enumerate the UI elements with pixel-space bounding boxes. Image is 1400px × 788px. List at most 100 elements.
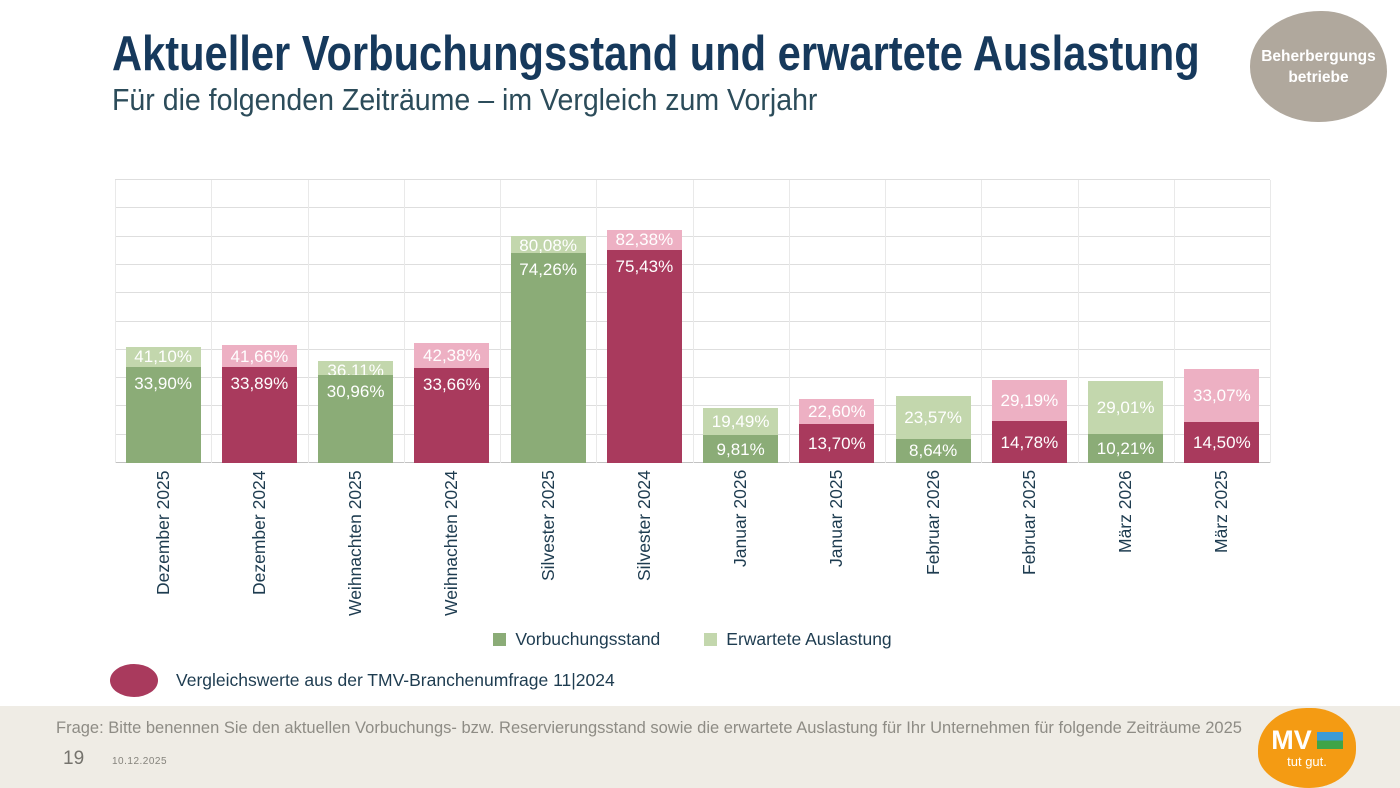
x-axis-label-weihnachten-2025: Weihnachten 2025 (345, 470, 366, 616)
comparison-note: Vergleichswerte aus der TMV-Branchenumfr… (110, 664, 615, 697)
page-title: Aktueller Vorbuchungsstand und erwartete… (112, 26, 1392, 82)
expected-value-label: 36,11% (327, 360, 384, 380)
x-slot-silvester-2025: Silvester 2025 (500, 470, 596, 620)
expected-value-label: 29,01% (1096, 398, 1155, 417)
booking-value-label: 10,21% (1096, 439, 1155, 459)
booking-value-label: 9,81% (716, 439, 765, 459)
booking-value-label: 14,78% (1000, 432, 1059, 452)
x-axis-label-januar-2025: Januar 2025 (826, 470, 847, 568)
vertical-gridline (788, 180, 790, 463)
vertical-gridline (1077, 180, 1079, 463)
x-axis-label-marz-2025: März 2025 (1211, 470, 1232, 553)
expected-value-label: 33,07% (1193, 386, 1251, 406)
mv-logo-row: MV (1271, 725, 1343, 755)
x-axis-labels: Dezember 2025 Dezember 2024 Weihnachten 20… (115, 470, 1270, 620)
gridline-100-percent (115, 179, 1270, 180)
legend-label-erwartete-auslastung: Erwartete Auslastung (726, 629, 892, 649)
expected-value-label: 41,10% (134, 347, 192, 367)
footer-question: Frage: Bitte benennen Sie den aktuellen … (56, 719, 1242, 737)
vertical-gridline (500, 180, 501, 463)
bar-group-silvester-2025: 80,08% 74,26% (510, 236, 586, 463)
x-axis-label-dezember-2024: Dezember 2024 (248, 470, 269, 595)
booking-value-label: 14,50% (1193, 432, 1251, 452)
bar-group-marz-2025: 33,07% 14,50% (1184, 369, 1260, 463)
booking-segment: 74,26% (510, 252, 586, 463)
booking-segment: 13,70% (799, 424, 875, 463)
x-slot-marz-2026: März 2026 (1078, 470, 1174, 620)
x-axis-label-silvester-2025: Silvester 2025 (537, 470, 558, 581)
footer: Frage: Bitte benennen Sie den aktuellen … (0, 706, 1400, 788)
bar-group-dezember-2024: 41,66% 33,89% (221, 345, 297, 463)
expected-value-label: 80,08% (519, 236, 577, 256)
legend-swatch-erwartete-auslastung (704, 633, 718, 646)
legend-item-erwartete-auslastung: Erwartete Auslastung (704, 629, 892, 650)
booking-value-label: 74,26% (519, 259, 577, 279)
booking-segment: 9,81% (703, 435, 779, 463)
x-slot-januar-2025: Januar 2025 (789, 470, 885, 620)
booking-segment: 14,50% (1184, 421, 1260, 463)
bar-group-weihnachten-2024: 42,38% 33,66% (414, 343, 490, 463)
vertical-gridline (211, 180, 213, 463)
x-slot-silvester-2024: Silvester 2024 (596, 470, 692, 620)
mv-logo: MV tut gut. (1258, 708, 1356, 788)
expected-value-label: 42,38% (423, 345, 481, 365)
bar-group-januar-2025: 22,60% 13,70% (799, 399, 875, 463)
legend-label-vorbuchungsstand: Vorbuchungsstand (515, 629, 661, 649)
vertical-gridline (115, 180, 116, 463)
x-axis-label-marz-2026: März 2026 (1115, 470, 1136, 553)
bar-group-februar-2025: 29,19% 14,78% (991, 380, 1067, 463)
bar-group-marz-2026: 29,01% 10,21% (1088, 380, 1164, 463)
x-axis-label-dezember-2025: Dezember 2025 (152, 470, 173, 595)
x-slot-dezember-2024: Dezember 2024 (211, 470, 307, 620)
page-subtitle: Für die folgenden Zeiträume – im Verglei… (112, 82, 879, 118)
x-slot-februar-2026: Februar 2026 (885, 470, 981, 620)
chart-legend: Vorbuchungsstand Erwartete Auslastung (115, 629, 1270, 650)
booking-segment: 8,64% (895, 438, 971, 463)
legend-swatch-vorbuchungsstand (493, 633, 507, 646)
vertical-gridline (885, 180, 886, 463)
footer-date: 10.12.2025 (112, 756, 168, 767)
bar-group-weihnachten-2025: 36,11% 30,96% (318, 360, 394, 463)
booking-segment: 33,89% (221, 367, 297, 463)
x-slot-weihnachten-2024: Weihnachten 2024 (404, 470, 500, 620)
booking-value-label: 33,89% (230, 374, 289, 394)
x-slot-dezember-2025: Dezember 2025 (115, 470, 211, 620)
booking-value-label: 33,66% (423, 374, 481, 394)
x-axis-label-silvester-2024: Silvester 2024 (633, 470, 654, 581)
legend-item-vorbuchungsstand: Vorbuchungsstand (493, 629, 660, 650)
bar-group-januar-2026: 19,49% 9,81% (703, 407, 779, 463)
plot-area: 41,10% 33,90% 41,66% 33,89% 36,11% 30,96% 42,3… (115, 179, 1271, 463)
vertical-gridline (596, 180, 598, 463)
x-axis-label-januar-2026: Januar 2026 (730, 470, 751, 568)
x-slot-marz-2025: März 2025 (1174, 470, 1270, 620)
bar-group-dezember-2025: 41,10% 33,90% (125, 346, 201, 463)
expected-value-label: 19,49% (711, 412, 770, 432)
vertical-gridline (692, 180, 694, 463)
bar-group-februar-2026: 23,57% 8,64% (895, 396, 971, 463)
booking-value-label: 13,70% (808, 434, 866, 454)
booking-value-label: 75,43% (615, 256, 674, 276)
vertical-gridline (1173, 180, 1175, 463)
expected-value-label: 22,60% (808, 402, 866, 422)
x-slot-weihnachten-2025: Weihnachten 2025 (308, 470, 404, 620)
x-slot-januar-2026: Januar 2026 (693, 470, 789, 620)
bar-group-silvester-2024: 82,38% 75,43% (606, 229, 682, 463)
audience-badge: Beherbergungs betriebe (1250, 11, 1387, 122)
mv-logo-text: MV (1271, 725, 1312, 755)
page-title-text: Aktueller Vorbuchungsstand und erwartete… (112, 27, 1200, 81)
badge-line2: betriebe (1288, 68, 1349, 86)
comparison-marker-ellipse-icon (110, 664, 158, 697)
booking-segment: 14,78% (991, 421, 1067, 463)
page-number: 19 (63, 748, 85, 769)
badge-line1: Beherbergungs (1261, 47, 1376, 65)
x-slot-februar-2025: Februar 2025 (981, 470, 1077, 620)
x-axis-label-weihnachten-2024: Weihnachten 2024 (441, 470, 462, 616)
booking-segment: 10,21% (1088, 434, 1164, 463)
booking-segment: 33,66% (414, 367, 490, 463)
mv-flag-icon (1316, 731, 1343, 749)
booking-value-label: 33,90% (134, 374, 192, 394)
booking-value-label: 8,64% (909, 441, 958, 461)
vertical-gridline (403, 180, 405, 463)
booking-segment: 30,96% (318, 375, 394, 463)
